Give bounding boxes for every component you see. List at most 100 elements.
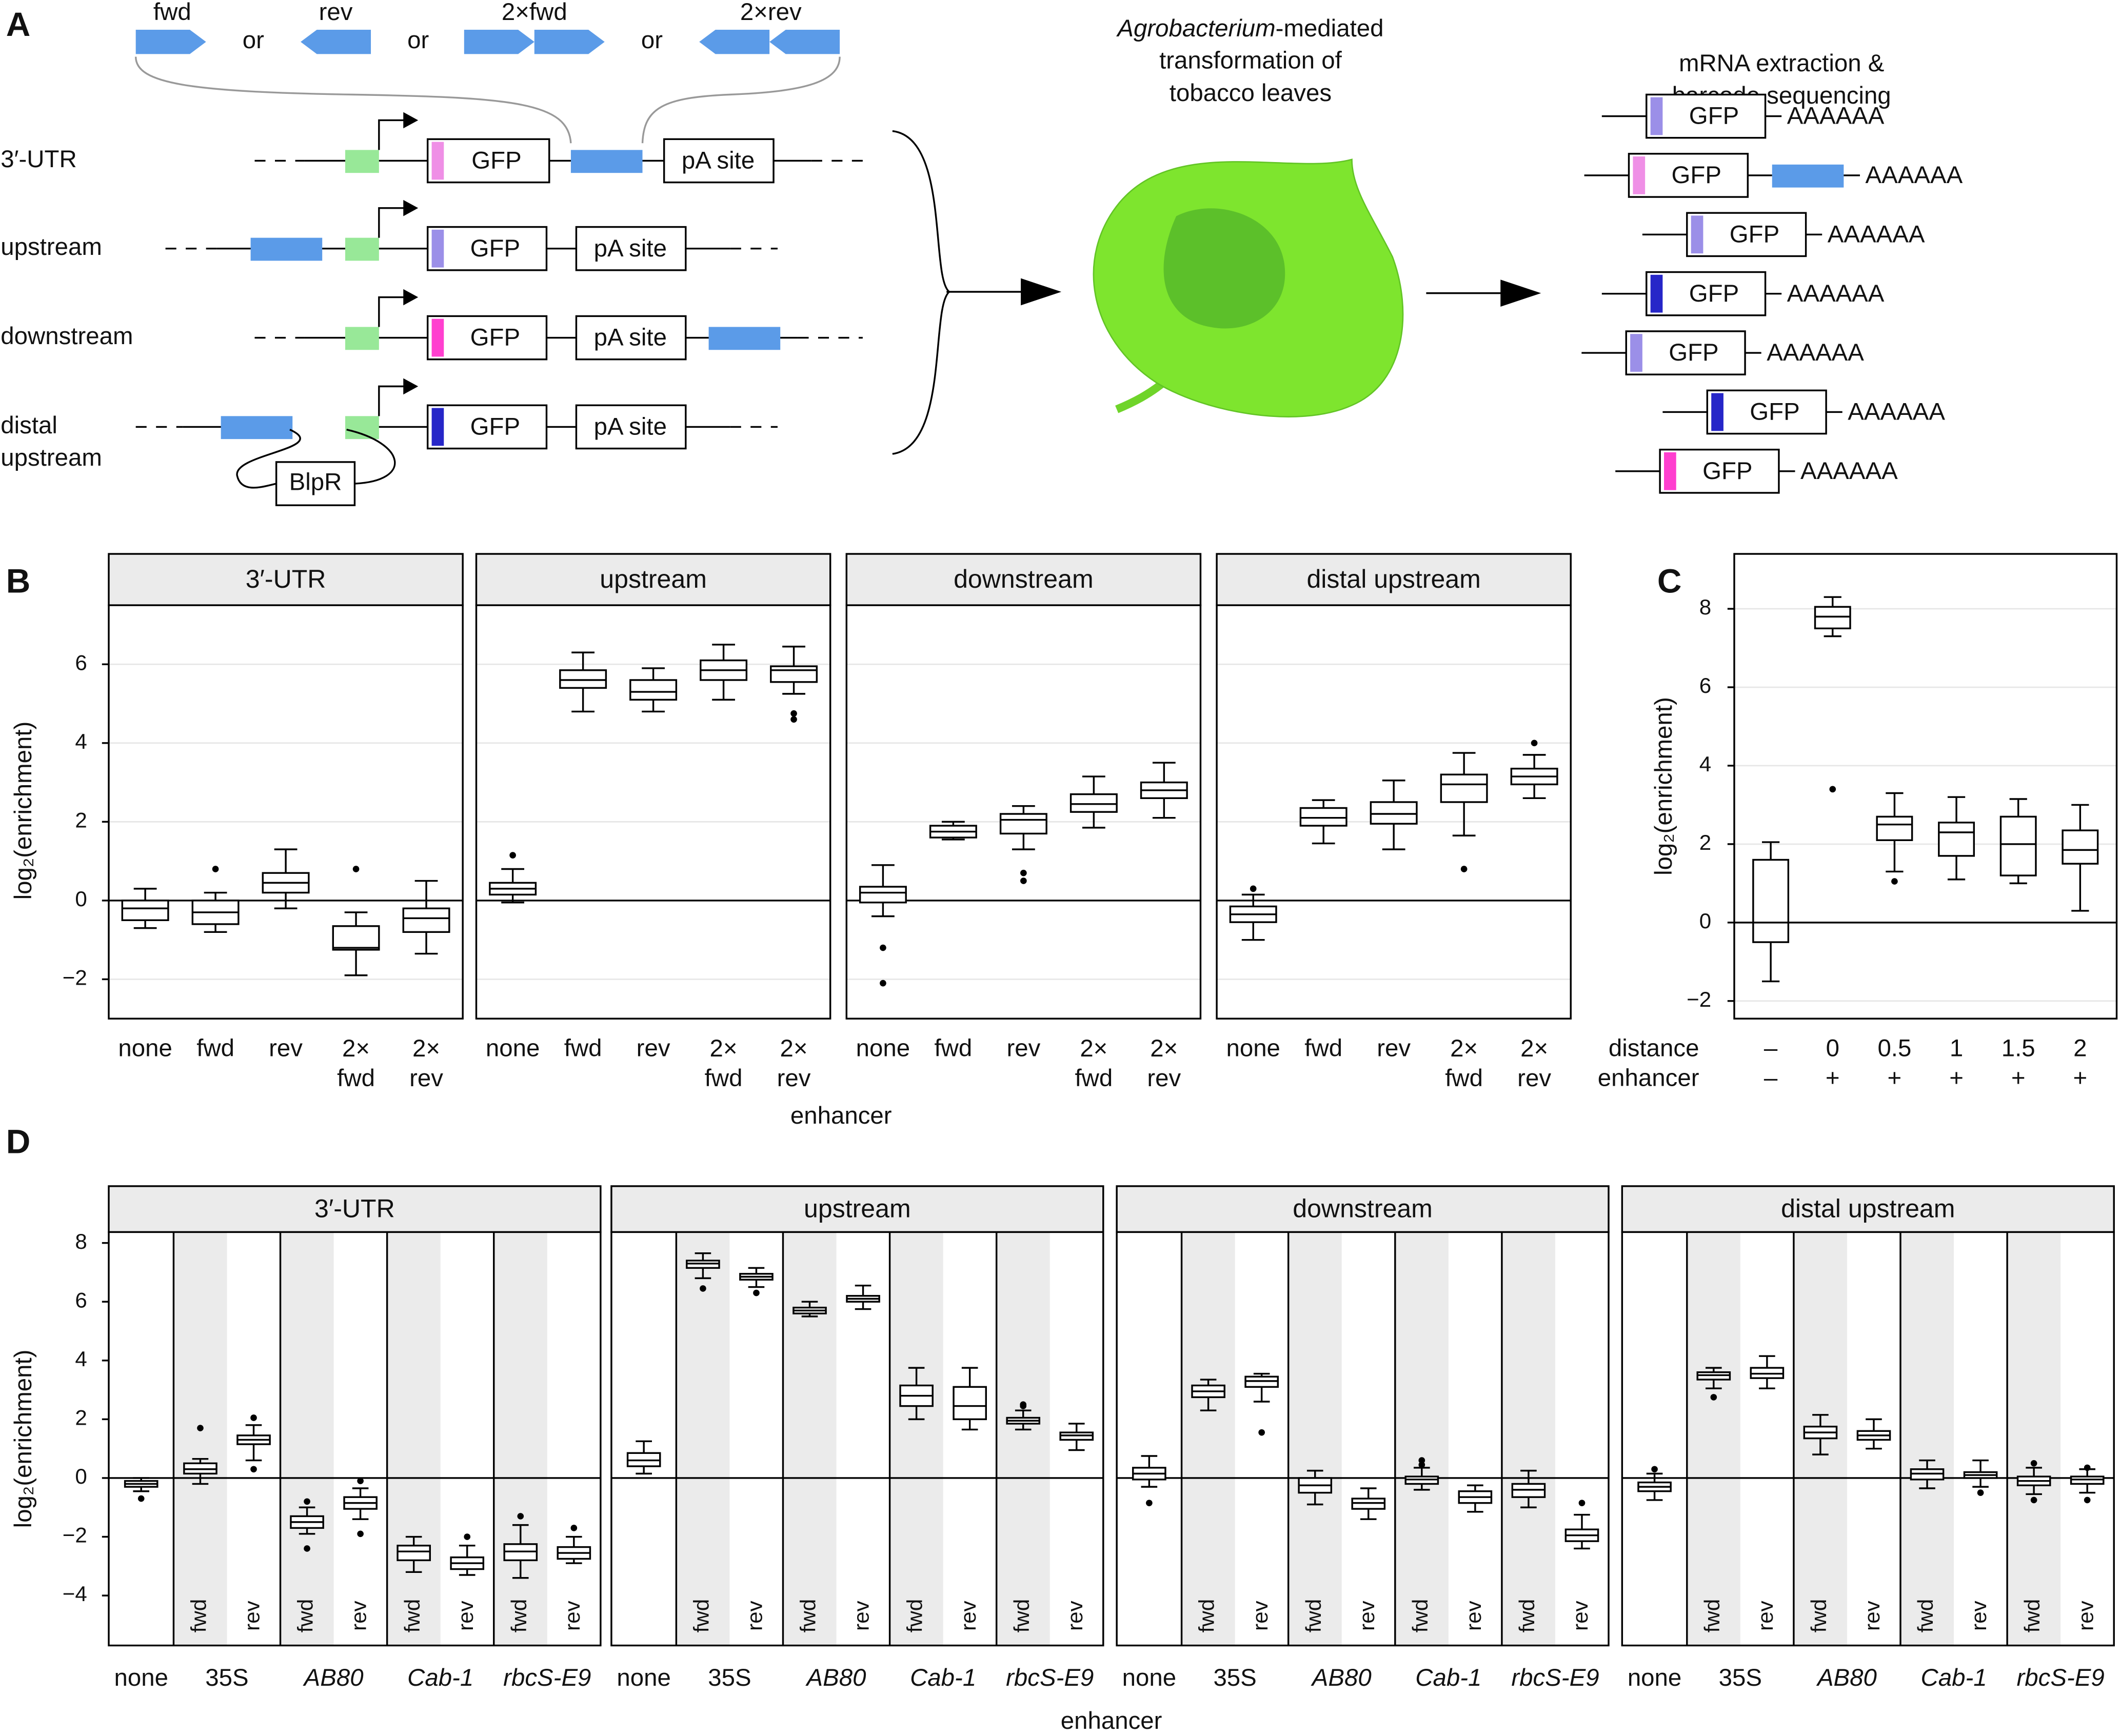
- gfp-label: GFP: [1750, 398, 1799, 426]
- label-line: rev: [777, 1064, 811, 1091]
- group-label: Cab-1: [910, 1664, 976, 1691]
- label-line: 2×: [412, 1034, 440, 1062]
- box: [2062, 829, 2099, 865]
- gfp-label: GFP: [1689, 280, 1739, 307]
- fwd-shade: [783, 1232, 837, 1646]
- fwd-shade: [996, 1232, 1050, 1646]
- step-label: Agrobacterium-mediated: [1116, 14, 1383, 42]
- gfp-box: [426, 226, 548, 271]
- promoter: [345, 327, 379, 350]
- box: [859, 886, 907, 904]
- gfp-box: [426, 138, 550, 184]
- y-tick-label: 4: [75, 729, 87, 753]
- group-label: Cab-1: [407, 1664, 473, 1691]
- gfp-box: [1706, 389, 1827, 435]
- box: [1876, 815, 1913, 841]
- label-line: fwd: [1445, 1064, 1483, 1091]
- outlier: [250, 1466, 257, 1473]
- enhancer-block: [708, 327, 781, 350]
- outlier: [1460, 866, 1468, 872]
- tss-arrow: [378, 207, 406, 238]
- outlier: [1891, 878, 1898, 885]
- enhancer-block: [221, 416, 293, 440]
- box: [770, 665, 818, 683]
- outlier: [1977, 1489, 1984, 1496]
- plot-frame: [108, 1231, 602, 1647]
- x-tick-label: 2× rev: [1517, 1034, 1551, 1091]
- polya-label: AAAAAA: [1800, 457, 1898, 485]
- y-tick-label: 6: [1699, 673, 1711, 697]
- outlier: [1250, 885, 1257, 892]
- outlier: [1531, 740, 1538, 747]
- y-tick-label: −2: [63, 1523, 87, 1547]
- x-tick-label: none: [856, 1034, 910, 1062]
- outlier: [2030, 1496, 2037, 1504]
- outlier: [517, 1513, 524, 1520]
- label-line: fwd: [705, 1064, 743, 1091]
- outlier: [304, 1498, 310, 1505]
- x-tick-label: fwd: [196, 1034, 234, 1062]
- infiltrated-area: [1163, 208, 1285, 329]
- polya-label: AAAAAA: [1767, 339, 1864, 366]
- barcode: [1633, 156, 1646, 194]
- gfp-label: GFP: [1689, 103, 1739, 130]
- barcode: [1711, 393, 1723, 431]
- box: [332, 925, 380, 951]
- gfp-box: [1625, 330, 1746, 375]
- enhancer-arrow: [769, 29, 840, 54]
- y-tick-label: 8: [1699, 595, 1711, 619]
- group-label: rbcS-E9: [1006, 1664, 1094, 1691]
- outlier: [753, 1289, 760, 1296]
- gfp-box: [426, 315, 548, 361]
- group-label: 35S: [1213, 1664, 1256, 1691]
- x-tick-label: +: [2073, 1064, 2088, 1091]
- outlier: [570, 1525, 578, 1531]
- box: [1440, 773, 1488, 803]
- bracket: [134, 56, 841, 144]
- fwd-shade: [1501, 1232, 1555, 1646]
- y-tick-label: 0: [75, 887, 87, 911]
- x-axis-title: enhancer: [1061, 1707, 1162, 1734]
- group-label: 35S: [708, 1664, 751, 1691]
- x-tick-label: rev: [269, 1034, 303, 1062]
- x-tick-label: 2× rev: [1147, 1034, 1181, 1091]
- facet-strip: [1116, 1185, 1610, 1233]
- polya-label: AAAAAA: [1787, 280, 1885, 307]
- outlier: [1578, 1500, 1586, 1506]
- fwd-shade: [676, 1232, 730, 1646]
- x-tick-label: none: [1226, 1034, 1280, 1062]
- x-tick-label: 2× fwd: [1075, 1034, 1113, 1091]
- x-tick-label: +: [2011, 1064, 2026, 1091]
- polya-label: AAAAAA: [1848, 398, 1945, 426]
- orientation-label: fwd: [1009, 1599, 1034, 1633]
- orientation-label: fwd: [1301, 1599, 1325, 1633]
- barcode: [431, 229, 444, 268]
- panel-label: B: [6, 562, 31, 600]
- plot-frame: [1216, 604, 1572, 1020]
- panel-label: D: [6, 1123, 31, 1161]
- outlier: [304, 1545, 310, 1552]
- group-label: Cab-1: [1920, 1664, 1987, 1691]
- outlier: [1418, 1457, 1425, 1464]
- plot-frame: [108, 604, 464, 1020]
- enhancer-block: [250, 237, 323, 261]
- outlier: [880, 980, 886, 987]
- group-label: AB80: [303, 1664, 364, 1691]
- construct-label: downstream: [1, 323, 133, 350]
- y-tick-label: 2: [1699, 830, 1711, 854]
- outlier: [137, 1495, 145, 1502]
- y-tick-label: −2: [1687, 987, 1711, 1011]
- outlier: [509, 852, 516, 859]
- box: [1938, 822, 1975, 857]
- enhancer-label: 2×rev: [740, 0, 802, 26]
- box: [1752, 859, 1790, 943]
- facet-title: upstream: [600, 565, 707, 593]
- orientation-label: fwd: [1700, 1599, 1724, 1633]
- gfp-label: GFP: [1702, 457, 1752, 485]
- label-line: 2×: [1520, 1034, 1548, 1062]
- outlier: [357, 1530, 364, 1538]
- plot-frame: [1621, 1231, 2115, 1647]
- label-line: 2×: [1150, 1034, 1178, 1062]
- y-axis-title: log₂(enrichment): [10, 722, 37, 900]
- x-tick-label: 1: [1950, 1034, 1963, 1062]
